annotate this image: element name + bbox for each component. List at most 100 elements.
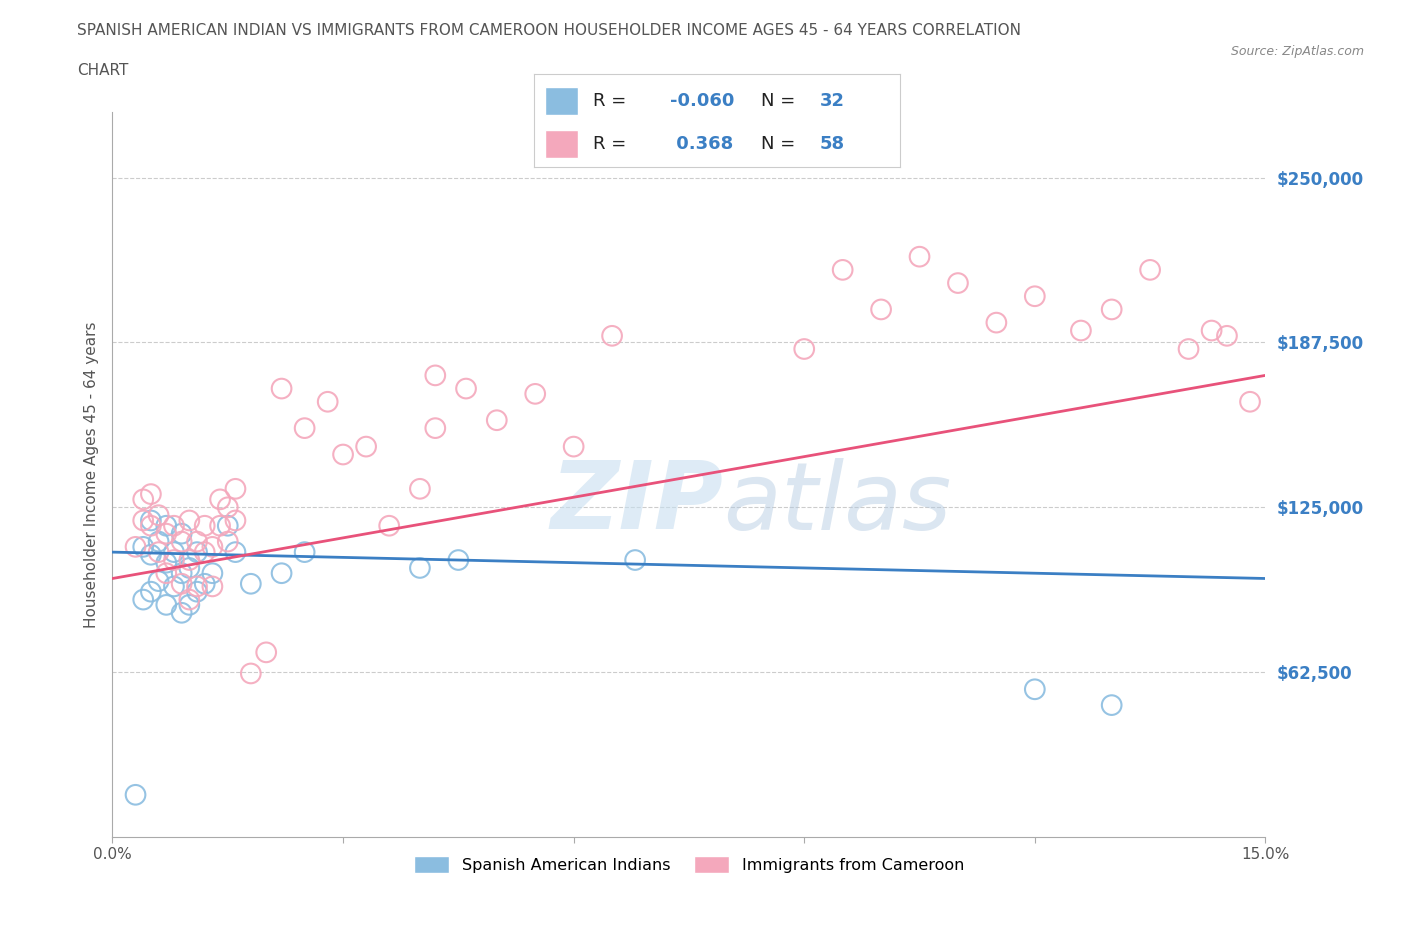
Point bbox=[170, 565, 193, 580]
Point bbox=[148, 574, 170, 589]
Point bbox=[124, 539, 146, 554]
Point bbox=[524, 386, 547, 401]
Point bbox=[831, 262, 853, 277]
Point bbox=[201, 579, 224, 594]
Point bbox=[186, 584, 208, 599]
Text: R =: R = bbox=[593, 92, 626, 111]
Point bbox=[179, 561, 201, 576]
Point bbox=[946, 275, 969, 290]
Point bbox=[155, 526, 177, 541]
FancyBboxPatch shape bbox=[546, 130, 578, 158]
Text: Source: ZipAtlas.com: Source: ZipAtlas.com bbox=[1230, 45, 1364, 58]
Point bbox=[163, 518, 186, 533]
Point bbox=[163, 552, 186, 567]
Point bbox=[316, 394, 339, 409]
Point bbox=[332, 447, 354, 462]
Point bbox=[170, 526, 193, 541]
Point bbox=[194, 577, 217, 591]
Point bbox=[239, 666, 262, 681]
Point bbox=[163, 545, 186, 560]
Point bbox=[186, 579, 208, 594]
Point bbox=[562, 439, 585, 454]
Point bbox=[793, 341, 815, 356]
Point bbox=[454, 381, 477, 396]
Point bbox=[155, 518, 177, 533]
Legend: Spanish American Indians, Immigrants from Cameroon: Spanish American Indians, Immigrants fro… bbox=[408, 850, 970, 880]
Y-axis label: Householder Income Ages 45 - 64 years: Householder Income Ages 45 - 64 years bbox=[83, 321, 98, 628]
Point bbox=[1024, 289, 1046, 304]
Point bbox=[170, 605, 193, 620]
Text: N =: N = bbox=[761, 135, 796, 153]
Point bbox=[132, 513, 155, 528]
Text: 32: 32 bbox=[820, 92, 845, 111]
Point bbox=[425, 420, 447, 435]
Point bbox=[409, 561, 432, 576]
Point bbox=[163, 579, 186, 594]
Point bbox=[194, 545, 217, 560]
Point bbox=[139, 486, 162, 501]
Point bbox=[155, 565, 177, 580]
Text: atlas: atlas bbox=[724, 458, 952, 549]
Point bbox=[139, 513, 162, 528]
Point bbox=[179, 552, 201, 567]
Point bbox=[201, 539, 224, 554]
Point bbox=[217, 499, 239, 514]
Point bbox=[179, 592, 201, 607]
Point bbox=[294, 420, 316, 435]
Text: N =: N = bbox=[761, 92, 796, 111]
Text: 0.368: 0.368 bbox=[669, 135, 733, 153]
Point bbox=[624, 552, 647, 567]
Point bbox=[270, 381, 292, 396]
Point bbox=[209, 492, 232, 507]
Text: -0.060: -0.060 bbox=[669, 92, 734, 111]
Point bbox=[139, 548, 162, 563]
Point bbox=[170, 534, 193, 549]
Point bbox=[217, 534, 239, 549]
Point bbox=[186, 534, 208, 549]
Point bbox=[139, 518, 162, 533]
Text: CHART: CHART bbox=[77, 63, 129, 78]
Point bbox=[447, 552, 470, 567]
Point bbox=[1216, 328, 1239, 343]
Point bbox=[148, 545, 170, 560]
Point bbox=[132, 592, 155, 607]
Point bbox=[224, 513, 246, 528]
Point bbox=[270, 565, 292, 580]
Point bbox=[124, 788, 146, 803]
Point bbox=[1201, 323, 1223, 338]
Point bbox=[870, 302, 893, 317]
Point bbox=[179, 513, 201, 528]
Point bbox=[1139, 262, 1161, 277]
FancyBboxPatch shape bbox=[546, 87, 578, 115]
Point bbox=[132, 492, 155, 507]
Text: SPANISH AMERICAN INDIAN VS IMMIGRANTS FROM CAMEROON HOUSEHOLDER INCOME AGES 45 -: SPANISH AMERICAN INDIAN VS IMMIGRANTS FR… bbox=[77, 23, 1021, 38]
Point bbox=[224, 545, 246, 560]
Point bbox=[239, 577, 262, 591]
Point bbox=[1101, 698, 1123, 712]
Point bbox=[217, 518, 239, 533]
Text: 58: 58 bbox=[820, 135, 845, 153]
Point bbox=[378, 518, 401, 533]
Point bbox=[254, 644, 277, 659]
Point bbox=[170, 577, 193, 591]
Point bbox=[179, 597, 201, 612]
Point bbox=[139, 584, 162, 599]
Point bbox=[1070, 323, 1092, 338]
Point bbox=[209, 518, 232, 533]
Point bbox=[294, 545, 316, 560]
Point bbox=[600, 328, 623, 343]
Point bbox=[201, 565, 224, 580]
Point bbox=[148, 534, 170, 549]
Point bbox=[485, 413, 508, 428]
Point bbox=[908, 249, 931, 264]
Point bbox=[194, 518, 217, 533]
Text: ZIP: ZIP bbox=[551, 458, 724, 550]
Text: R =: R = bbox=[593, 135, 626, 153]
Point bbox=[148, 508, 170, 523]
Point bbox=[409, 482, 432, 497]
Point bbox=[986, 315, 1008, 330]
Point bbox=[1177, 341, 1199, 356]
Point bbox=[1101, 302, 1123, 317]
Point bbox=[425, 368, 447, 383]
Point bbox=[155, 597, 177, 612]
